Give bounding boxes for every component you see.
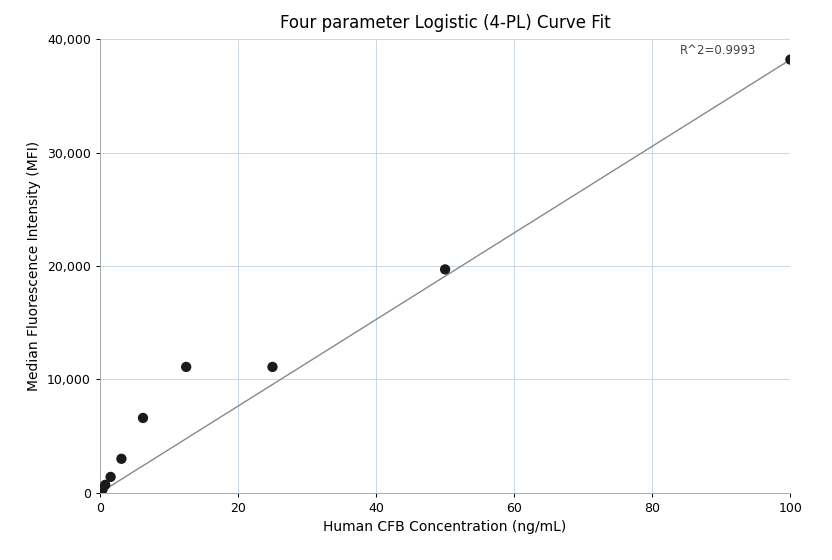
- Text: R^2=0.9993: R^2=0.9993: [680, 44, 755, 57]
- Point: [784, 55, 797, 64]
- Title: Four parameter Logistic (4-PL) Curve Fit: Four parameter Logistic (4-PL) Curve Fit: [280, 14, 611, 32]
- Y-axis label: Median Fluorescence Intensity (MFI): Median Fluorescence Intensity (MFI): [27, 141, 42, 391]
- Point: [98, 480, 111, 489]
- Point: [136, 413, 150, 422]
- Point: [438, 265, 452, 274]
- X-axis label: Human CFB Concentration (ng/mL): Human CFB Concentration (ng/mL): [324, 520, 567, 534]
- Point: [180, 362, 193, 371]
- Point: [96, 485, 109, 494]
- Point: [115, 454, 128, 463]
- Point: [104, 473, 117, 482]
- Point: [266, 362, 280, 371]
